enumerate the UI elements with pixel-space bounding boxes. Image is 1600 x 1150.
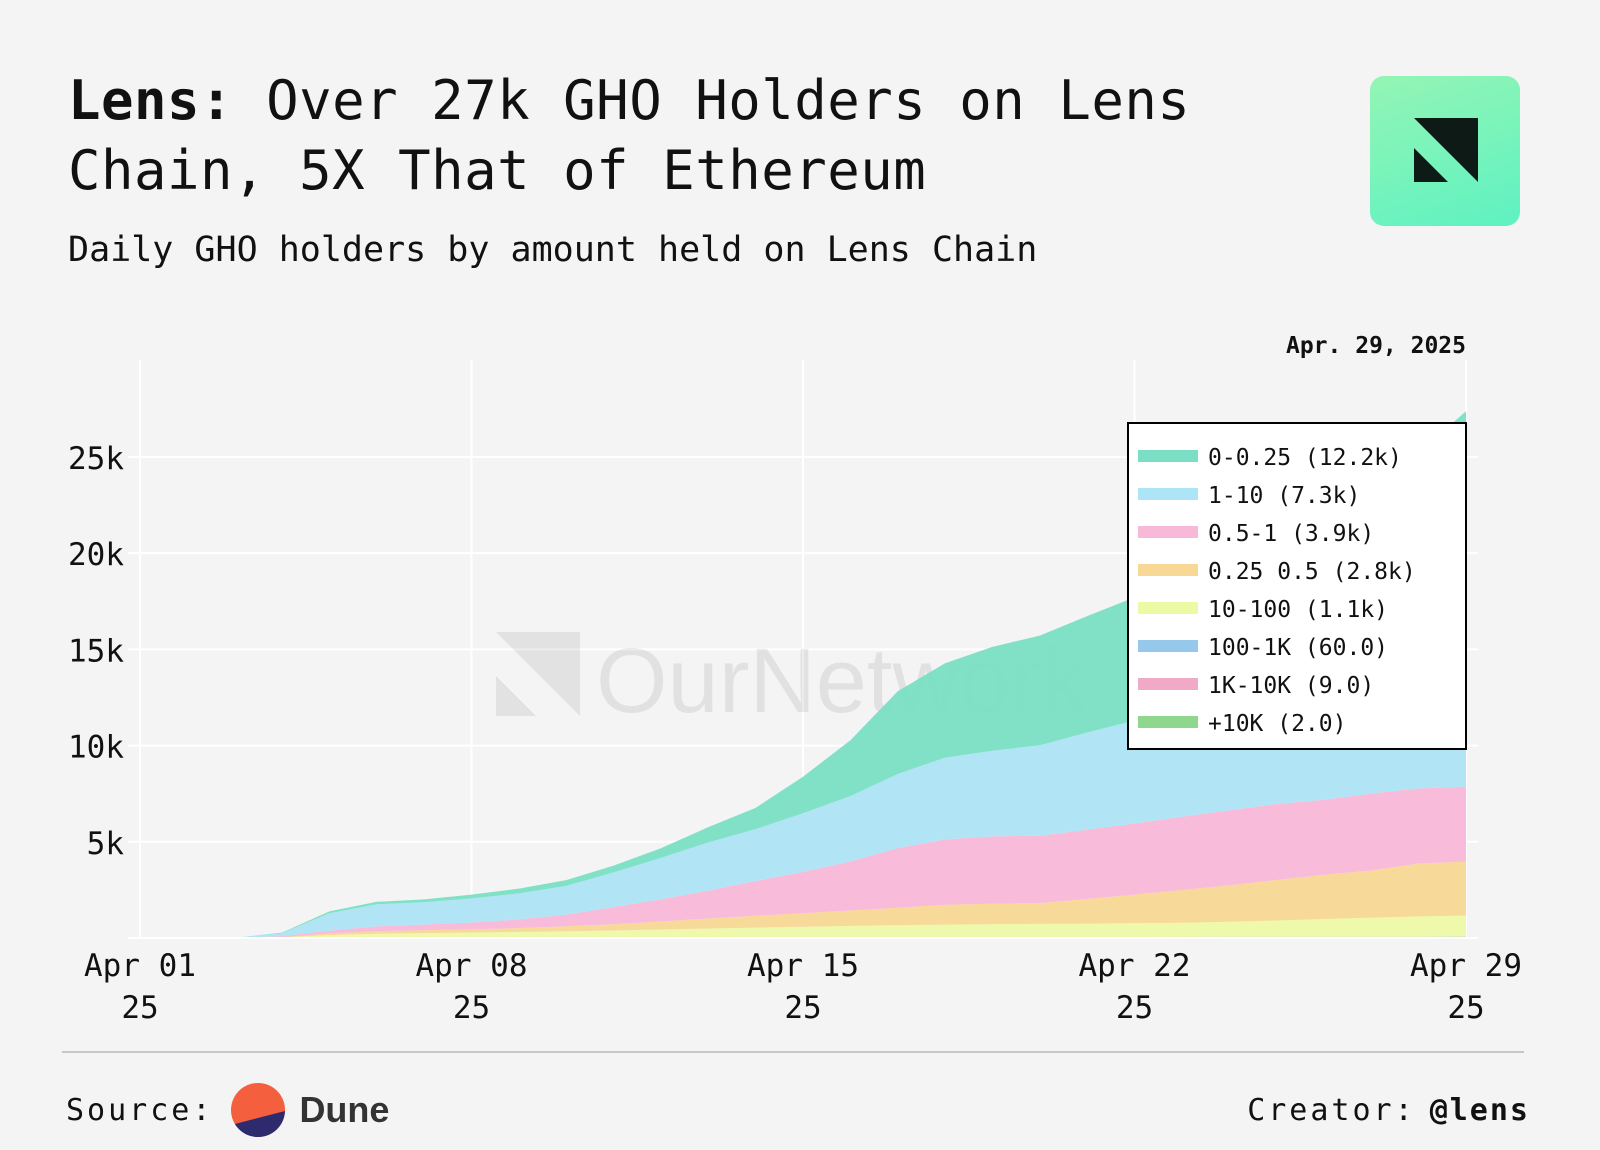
source-credit: Source: Dune — [66, 1082, 389, 1138]
y-tick-label: 20k — [68, 537, 124, 573]
legend-swatch — [1138, 488, 1198, 500]
creator-label: Creator: — [1247, 1092, 1416, 1128]
legend-label: +10K (2.0) — [1208, 711, 1346, 737]
y-tick-label: 15k — [68, 633, 124, 669]
legend-label: 10-100 (1.1k) — [1208, 597, 1388, 623]
dune-logo-icon — [231, 1083, 286, 1137]
legend-label: 1-10 (7.3k) — [1208, 483, 1360, 509]
creator-handle: @lens — [1429, 1092, 1530, 1128]
source-name: Dune — [299, 1089, 390, 1130]
footer-divider — [62, 1051, 1524, 1053]
x-tick-label-year: 25 — [784, 990, 821, 1026]
y-tick-label: 10k — [68, 730, 124, 766]
x-tick-label: Apr 01 — [84, 948, 196, 984]
x-tick-label: Apr 08 — [416, 948, 528, 984]
axes: 5k 10k 15k 20k 25k Apr 01 25 Apr 08 25 Apr 15 25 Ap… — [68, 441, 1522, 1026]
legend-swatch — [1138, 678, 1198, 690]
series-area-10-100 — [140, 915, 1466, 938]
legend-label: 0.25 0.5 (2.8k) — [1208, 559, 1416, 585]
chart-title: Lens: Over 27k GHO Holders on Lens Chain… — [68, 66, 1288, 206]
y-tick-label: 25k — [68, 441, 124, 477]
x-tick-label: Apr 29 — [1410, 948, 1522, 984]
legend-swatch — [1138, 716, 1198, 728]
legend-label: 0.5-1 (3.9k) — [1208, 521, 1374, 547]
legend-box — [1127, 422, 1467, 750]
y-tick-label: 5k — [87, 826, 125, 862]
series-area-0.5-1 — [140, 786, 1466, 938]
legend-label: 1K-10K (9.0) — [1208, 673, 1374, 699]
legend-swatch — [1138, 602, 1198, 614]
legend: 0-0.25 (12.2k) 1-10 (7.3k) 0.5-1 (3.9k) 0.2… — [1127, 422, 1467, 750]
legend-swatch — [1138, 526, 1198, 538]
x-tick-label-year: 25 — [121, 990, 158, 1026]
title-bold: Lens: — [68, 69, 234, 132]
x-tick-label-year: 25 — [453, 990, 490, 1026]
x-tick-label: Apr 22 — [1079, 948, 1191, 984]
legend-swatch — [1138, 564, 1198, 576]
x-tick-label: Apr 15 — [747, 948, 859, 984]
legend-label: 100-1K (60.0) — [1208, 635, 1388, 661]
ournetwork-logo-icon — [496, 632, 580, 716]
x-tick-label-year: 25 — [1116, 990, 1153, 1026]
legend-label: 0-0.25 (12.2k) — [1208, 445, 1402, 471]
lens-logo-icon — [1370, 76, 1520, 226]
x-tick-label-year: 25 — [1447, 990, 1484, 1026]
title-rest: Over 27k GHO Holders on Lens Chain, 5X T… — [68, 69, 1191, 202]
source-label: Source: — [66, 1092, 214, 1128]
chart-subtitle: Daily GHO holders by amount held on Lens… — [68, 230, 1038, 270]
legend-swatch — [1138, 450, 1198, 462]
series-area-0.25 0.5 — [140, 861, 1466, 938]
legend-swatch — [1138, 640, 1198, 652]
creator-credit: Creator: @lens — [1247, 1082, 1530, 1138]
ournetwork-logo-icon-part — [496, 676, 536, 716]
date-label: Apr. 29, 2025 — [1286, 333, 1466, 359]
